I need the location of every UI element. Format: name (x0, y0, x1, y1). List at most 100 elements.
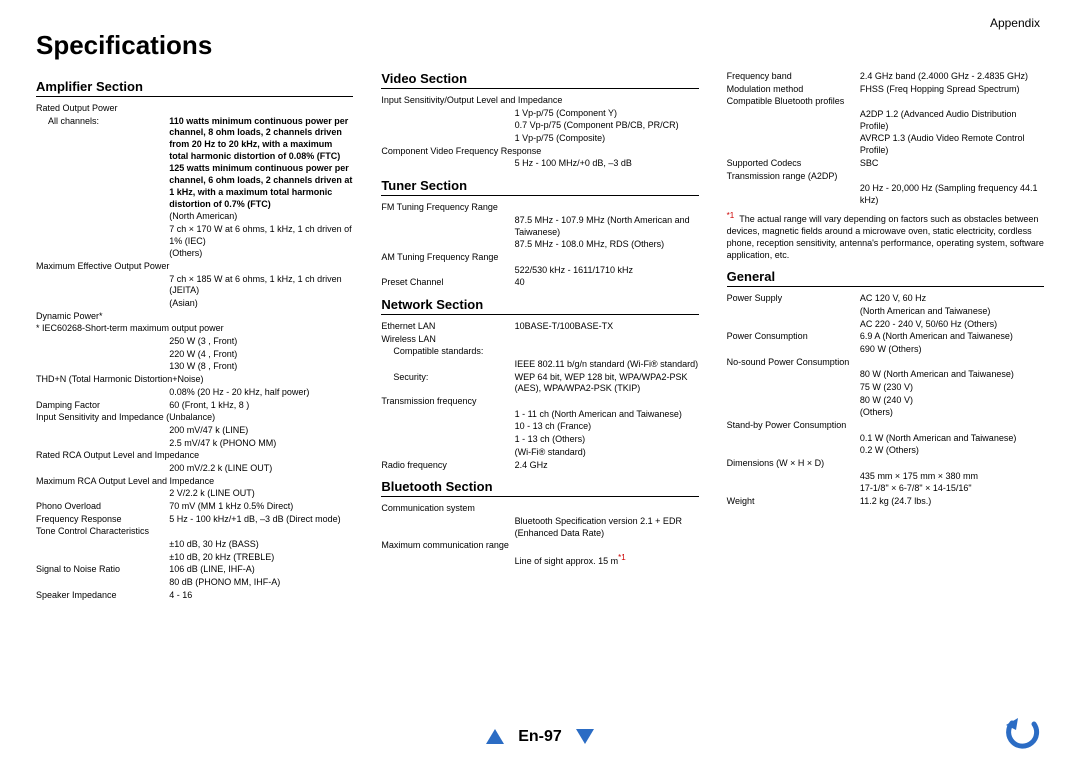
amp-freq-v: 5 Hz - 100 kHz/+1 dB, –3 dB (Direct mode… (169, 514, 353, 526)
bt-note: *1 The actual range will vary depending … (727, 211, 1044, 262)
content-columns: Amplifier Section Rated Output Power All… (36, 71, 1044, 603)
amp-in1: 200 mV/47 k (LINE) (36, 425, 353, 437)
net-tx4: (Wi-Fi® standard) (381, 447, 698, 459)
amp-p2b: (North American) (36, 211, 353, 223)
col-3: Frequency band2.4 GHz band (2.4000 GHz -… (727, 71, 1044, 603)
gen-nsp2: 75 W (230 V) (727, 382, 1044, 394)
gen-heading: General (727, 269, 1044, 287)
tuner-preset-v: 40 (515, 277, 699, 289)
amp-freq-l: Frequency Response (36, 514, 169, 526)
gen-pc-v2: 690 W (Others) (727, 344, 1044, 356)
bt-prof2: AVRCP 1.3 (Audio Video Remote Control Pr… (727, 133, 1044, 156)
gen-pc-l: Power Consumption (727, 331, 860, 343)
gen-dim-l: Dimensions (W × H × D) (727, 458, 1044, 470)
gen-stb: Stand-by Power Consumption (727, 420, 1044, 432)
net-tx2: 10 - 13 ch (France) (381, 421, 698, 433)
video-v3: 1 Vp-p/75 (Composite) (381, 133, 698, 145)
net-eth-v: 10BASE-T/100BASE-TX (515, 321, 699, 333)
gen-nsp4: (Others) (727, 407, 1044, 419)
gen-nsp: No-sound Power Consumption (727, 357, 1044, 369)
bt-fb-v: 2.4 GHz band (2.4000 GHz - 2.4835 GHz) (860, 71, 1044, 83)
net-rf-l: Radio frequency (381, 460, 514, 472)
amp-dyn: Dynamic Power* (36, 311, 353, 323)
gen-wt-v: 11.2 kg (24.7 lbs.) (860, 496, 1044, 508)
amp-maxeff: Maximum Effective Output Power (36, 261, 353, 273)
page-footer: En-97 (0, 728, 1080, 746)
bt-prof: Compatible Bluetooth profiles (727, 96, 1044, 108)
amp-dynnote: * IEC60268-Short-term maximum output pow… (36, 323, 353, 335)
net-heading: Network Section (381, 297, 698, 315)
video-compv: 5 Hz - 100 MHz/+0 dB, –3 dB (381, 158, 698, 170)
amp-spk-l: Speaker Impedance (36, 590, 169, 602)
page-number: En-97 (518, 728, 562, 745)
gen-pc-v1: 6.9 A (North American and Taiwanese) (860, 331, 1044, 343)
net-sec-l: Security: (381, 372, 514, 395)
amp-maxrca: Maximum RCA Output Level and Impedance (36, 476, 353, 488)
amp-in2: 2.5 mV/47 k (PHONO MM) (36, 438, 353, 450)
video-compfreq: Component Video Frequency Response (381, 146, 698, 158)
gen-stb2: 0.2 W (Others) (727, 445, 1044, 457)
amp-allch: All channels: (36, 116, 169, 163)
amp-p4b: (Asian) (36, 298, 353, 310)
amp-maxrca-v: 2 V/2.2 k (LINE OUT) (36, 488, 353, 500)
amp-tone2: ±10 dB, 20 kHz (TREBLE) (36, 552, 353, 564)
bt-max: Maximum communication range (381, 540, 698, 552)
amp-thd-v: 0.08% (20 Hz - 20 kHz, half power) (36, 387, 353, 399)
appendix-label: Appendix (990, 16, 1040, 30)
net-rf-v: 2.4 GHz (515, 460, 699, 472)
amp-rated: Rated Output Power (36, 103, 353, 115)
amp-p4: 7 ch × 185 W at 6 ohms, 1 kHz, 1 ch driv… (36, 274, 353, 297)
bt-mod-l: Modulation method (727, 84, 860, 96)
bt-mod-v: FHSS (Freq Hopping Spread Spectrum) (860, 84, 1044, 96)
amp-snr-l: Signal to Noise Ratio (36, 564, 169, 576)
tuner-fm1: 87.5 MHz - 107.9 MHz (North American and… (381, 215, 698, 238)
back-icon[interactable] (1004, 714, 1040, 750)
bt-tr-v: 20 Hz - 20,000 Hz (Sampling frequency 44… (727, 183, 1044, 206)
gen-ps-l: Power Supply (727, 293, 860, 305)
net-tx3: 1 - 13 ch (Others) (381, 434, 698, 446)
amp-snr-v1: 106 dB (LINE, IHF-A) (169, 564, 353, 576)
tuner-preset-l: Preset Channel (381, 277, 514, 289)
amp-phono-l: Phono Overload (36, 501, 169, 513)
net-wlan: Wireless LAN (381, 334, 698, 346)
amp-phono-v: 70 mV (MM 1 kHz 0.5% Direct) (169, 501, 353, 513)
amp-damp-l: Damping Factor (36, 400, 169, 412)
amp-insens: Input Sensitivity and Impedance (Unbalan… (36, 412, 353, 424)
gen-nsp3: 80 W (240 V) (727, 395, 1044, 407)
net-sec-v: WEP 64 bit, WEP 128 bit, WPA/WPA2-PSK (A… (515, 372, 699, 395)
tuner-fm: FM Tuning Frequency Range (381, 202, 698, 214)
amp-rca-v: 200 mV/2.2 k (LINE OUT) (36, 463, 353, 475)
tuner-am1: 522/530 kHz - 1611/1710 kHz (381, 265, 698, 277)
gen-ps-v1b: (North American and Taiwanese) (727, 306, 1044, 318)
amp-d2: 220 W (4 , Front) (36, 349, 353, 361)
bt-codec-l: Supported Codecs (727, 158, 860, 170)
amp-tone: Tone Control Characteristics (36, 526, 353, 538)
bt-tr: Transmission range (A2DP) (727, 171, 1044, 183)
col-2: Video Section Input Sensitivity/Output L… (381, 71, 698, 603)
amp-spk-v: 4 - 16 (169, 590, 353, 602)
amp-snr-v2: 80 dB (PHONO MM, IHF-A) (36, 577, 353, 589)
bt-max-v: Line of sight approx. 15 m*1 (381, 553, 698, 568)
amp-damp-v: 60 (Front, 1 kHz, 8 ) (169, 400, 353, 412)
amp-p3b: (Others) (36, 248, 353, 260)
page-title: Specifications (36, 30, 1044, 61)
bt-prof1: A2DP 1.2 (Advanced Audio Distribution Pr… (727, 109, 1044, 132)
tuner-fm2: 87.5 MHz - 108.0 MHz, RDS (Others) (381, 239, 698, 251)
video-heading: Video Section (381, 71, 698, 89)
amp-tone1: ±10 dB, 30 Hz (BASS) (36, 539, 353, 551)
net-eth-l: Ethernet LAN (381, 321, 514, 333)
net-compat: Compatible standards: (381, 346, 698, 358)
amp-p1: 110 watts minimum continuous power per c… (169, 116, 353, 163)
next-page-icon[interactable] (576, 729, 594, 744)
net-std: IEEE 802.11 b/g/n standard (Wi-Fi® stand… (381, 359, 698, 371)
amp-heading: Amplifier Section (36, 79, 353, 97)
col-1: Amplifier Section Rated Output Power All… (36, 71, 353, 603)
video-v2: 0.7 Vp-p/75 (Component PB/CB, PR/CR) (381, 120, 698, 132)
gen-ps-v1: AC 120 V, 60 Hz (860, 293, 1044, 305)
tuner-am: AM Tuning Frequency Range (381, 252, 698, 264)
amp-d3: 130 W (8 , Front) (36, 361, 353, 373)
video-v1: 1 Vp-p/75 (Component Y) (381, 108, 698, 120)
bt-comm-v: Bluetooth Specification version 2.1 + ED… (381, 516, 698, 539)
prev-page-icon[interactable] (486, 729, 504, 744)
net-tx1: 1 - 11 ch (North American and Taiwanese) (381, 409, 698, 421)
